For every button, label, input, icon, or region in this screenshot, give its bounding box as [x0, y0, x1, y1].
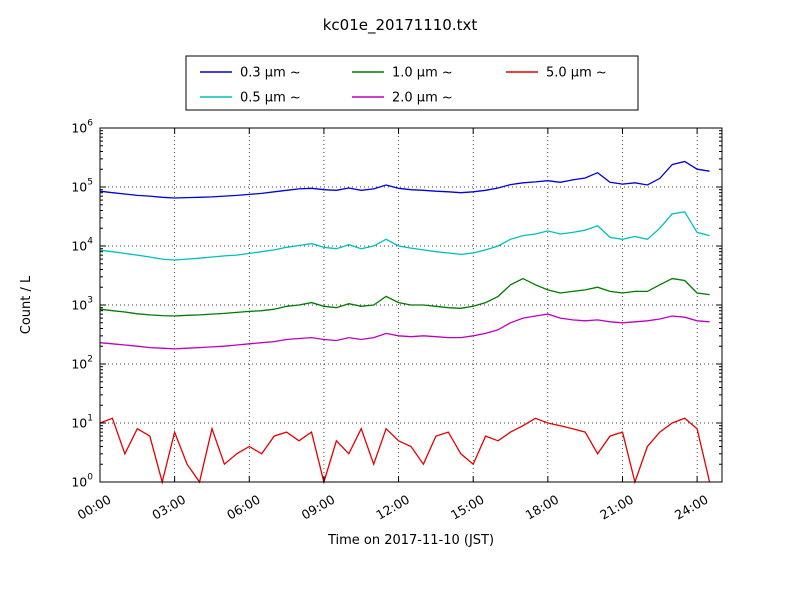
- chart-title: kc01e_20171110.txt: [323, 16, 478, 35]
- y-tick-label: 105: [71, 178, 93, 195]
- y-tick-label: 106: [71, 119, 93, 136]
- y-tick-label: 102: [71, 355, 93, 372]
- x-tick-label: 15:00: [448, 492, 487, 523]
- x-tick-label: 24:00: [672, 492, 711, 523]
- legend-entry-label: 1.0 µm ~: [392, 66, 453, 81]
- x-tick-label: 12:00: [373, 492, 412, 523]
- y-tick-label: 100: [71, 473, 93, 490]
- data-series: [99, 160, 711, 485]
- legend: 0.3 µm ~ 0.5 µm ~ 1.0 µm ~ 2.0 µm ~ 5.0 µm ~: [185, 55, 639, 111]
- y-tick-label: 104: [71, 237, 93, 254]
- x-tick-label: 03:00: [149, 492, 188, 523]
- legend-entry-label: 2.0 µm ~: [392, 91, 453, 106]
- legend-entry-label: 0.5 µm ~: [240, 91, 301, 106]
- axes: 100 101 102 103 104 105 106 00:00 03:00 06:00 09:0…: [71, 119, 723, 523]
- y-axis-label: Count / L: [19, 275, 34, 334]
- x-tick-label: 21:00: [597, 492, 636, 523]
- x-tick-label: 00:00: [75, 492, 114, 523]
- y-tick-label: 101: [71, 414, 93, 431]
- y-tick-label: 103: [71, 296, 93, 313]
- legend-entry-label: 5.0 µm ~: [546, 66, 607, 81]
- x-tick-label: 09:00: [299, 492, 338, 523]
- x-tick-label: 06:00: [224, 492, 263, 523]
- x-axis-label: Time on 2017-11-10 (JST): [327, 533, 494, 548]
- gridlines: [100, 128, 722, 482]
- x-tick-label: 18:00: [523, 492, 562, 523]
- legend-entry-label: 0.3 µm ~: [240, 66, 301, 81]
